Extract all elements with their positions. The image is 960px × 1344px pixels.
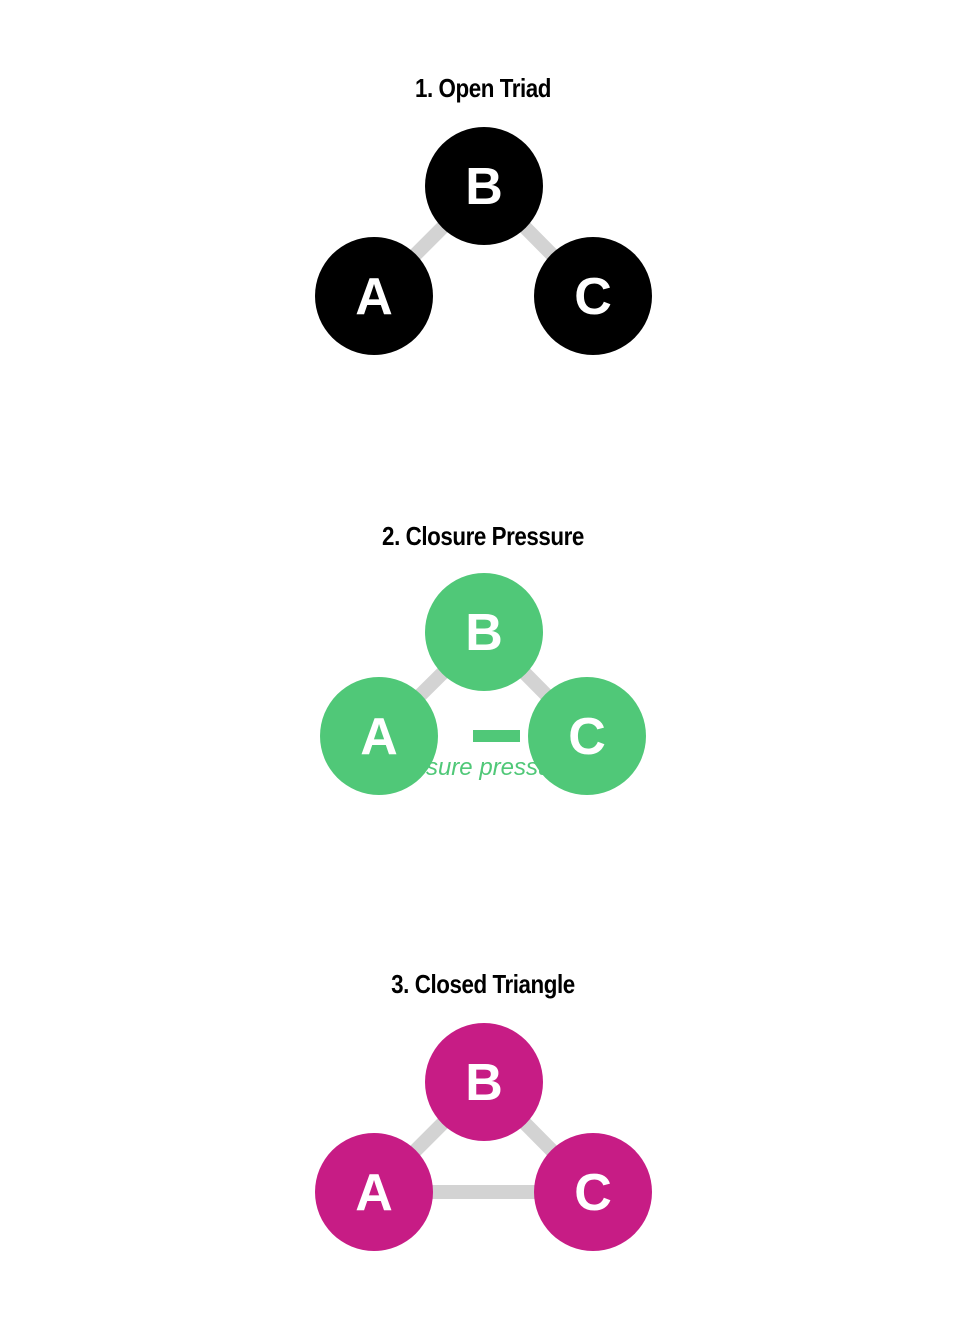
node-label: A bbox=[355, 268, 393, 326]
node-circle bbox=[315, 237, 433, 355]
node-circle bbox=[528, 677, 646, 795]
panel-title: 3. Closed Triangle bbox=[391, 969, 575, 999]
node-circle bbox=[315, 1133, 433, 1251]
panel-title: 1. Open Triad bbox=[414, 73, 552, 103]
node-b: B bbox=[425, 573, 543, 691]
triad-diagram-pressure: closure pressure B A C bbox=[320, 573, 646, 795]
node-a: A bbox=[320, 677, 438, 795]
node-circle bbox=[534, 237, 652, 355]
panel-closed-triangle: 3. Closed Triangle B A C bbox=[0, 896, 960, 1344]
node-circle bbox=[320, 677, 438, 795]
node-c: C bbox=[534, 1133, 652, 1251]
node-circle bbox=[425, 573, 543, 691]
panel-open-triad: 1. Open Triad B A C bbox=[0, 0, 960, 448]
triad-diagram-closed: B A C bbox=[315, 1023, 652, 1251]
node-label: A bbox=[360, 708, 398, 766]
node-a: A bbox=[315, 237, 433, 355]
node-circle bbox=[425, 127, 543, 245]
node-b: B bbox=[425, 1023, 543, 1141]
node-label: A bbox=[355, 1164, 393, 1222]
node-c: C bbox=[534, 237, 652, 355]
node-circle bbox=[534, 1133, 652, 1251]
node-label: B bbox=[465, 1054, 503, 1112]
node-b: B bbox=[425, 127, 543, 245]
panel-title: 2. Closure Pressure bbox=[382, 521, 584, 551]
node-label: C bbox=[574, 268, 612, 326]
node-c: C bbox=[528, 677, 646, 795]
node-circle bbox=[425, 1023, 543, 1141]
node-a: A bbox=[315, 1133, 433, 1251]
panel-closure-pressure: 2. Closure Pressure closure pressure B A… bbox=[0, 448, 960, 896]
triad-diagram-open: B A C bbox=[315, 127, 652, 355]
node-label: C bbox=[574, 1164, 612, 1222]
node-label: B bbox=[465, 604, 503, 662]
node-label: B bbox=[465, 158, 503, 216]
node-label: C bbox=[568, 708, 606, 766]
